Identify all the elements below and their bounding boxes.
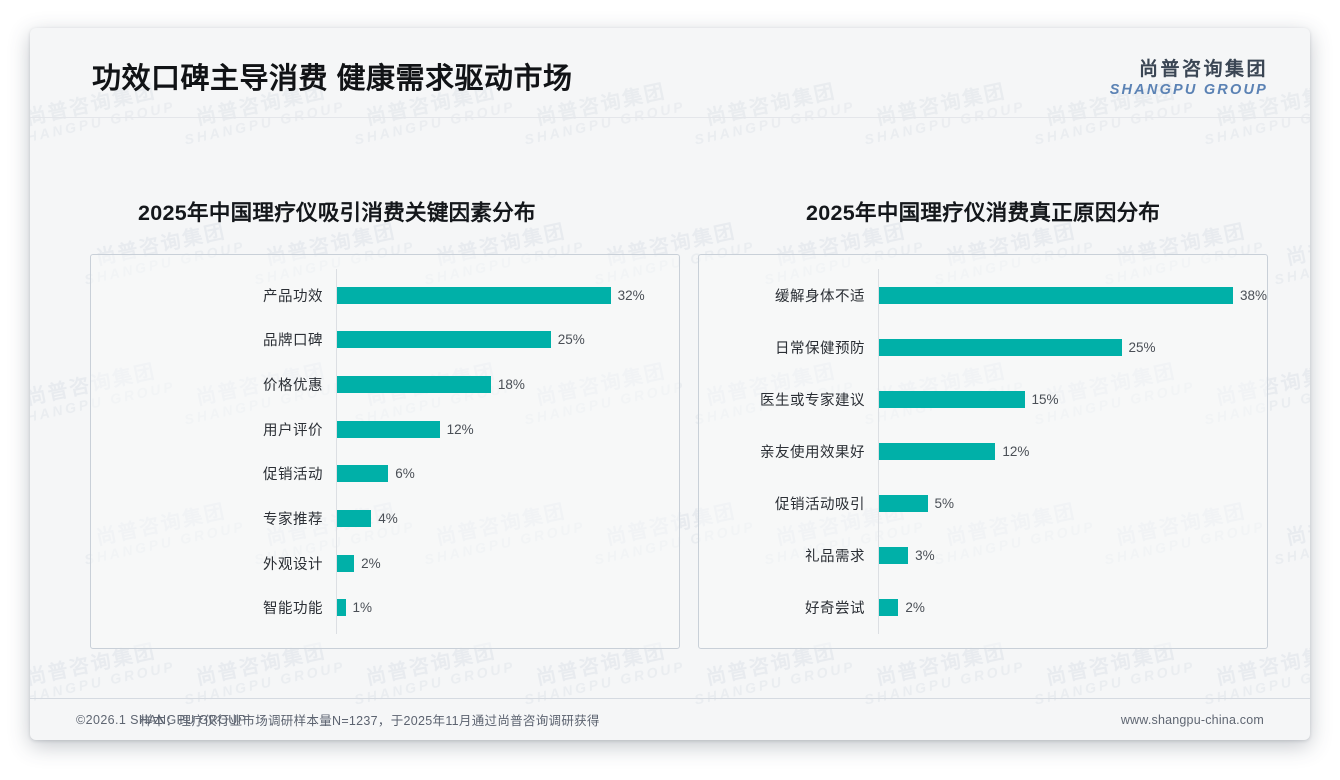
- bar-track: 25%: [878, 335, 1267, 359]
- bar-track: 18%: [336, 372, 679, 396]
- bar-row: 产品功效 32%: [91, 283, 679, 307]
- bar-row: 专家推荐 4%: [91, 507, 679, 531]
- bar: [337, 331, 551, 349]
- chart-axis-left: [336, 269, 337, 634]
- bar-category-label: 专家推荐: [263, 512, 323, 529]
- chart-block-left: 2025年中国理疗仪吸引消费关键因素分布 产品功效 32% 品牌口碑 25% 价格优惠 1…: [90, 118, 680, 649]
- page-title: 功效口碑主导消费 健康需求驱动市场: [92, 63, 573, 95]
- chart-panel-left: 产品功效 32% 品牌口碑 25% 价格优惠 18% 用户评价 12% 促销活动 6% 专家推荐 4%…: [90, 254, 680, 649]
- bar-value-label: 32%: [617, 287, 645, 303]
- bar: [879, 495, 928, 513]
- slide-card: 尚普咨询集团 SHANGPU GROUP 尚普咨询集团 SHANGPU GROUP 尚普…: [30, 28, 1310, 740]
- bar-category-label: 产品功效: [263, 288, 323, 305]
- bar-category-label: 智能功能: [263, 601, 323, 618]
- bar-value-label: 2%: [361, 555, 381, 571]
- bar-value-label: 25%: [1128, 339, 1156, 355]
- bar-row: 外观设计 2%: [91, 551, 679, 575]
- logo-chinese-text: 尚普咨询集团: [1138, 59, 1268, 80]
- bar-value-label: 15%: [1031, 391, 1059, 407]
- bar-value-label: 2%: [905, 600, 925, 616]
- bar-value-label: 12%: [446, 421, 474, 437]
- bar-value-label: 6%: [395, 466, 415, 482]
- sample-footnote: 样本：理疗仪行业市场调研样本量N=1237，于2025年11月通过尚普咨询调研获…: [140, 714, 600, 728]
- logo-english-text: SHANGPU GROUP: [1109, 82, 1268, 98]
- bar-row: 医生或专家建议 15%: [699, 387, 1267, 411]
- bar: [337, 599, 346, 617]
- bar-track: 6%: [336, 462, 679, 486]
- bar-category-label: 品牌口碑: [263, 333, 323, 350]
- bar: [879, 442, 996, 460]
- bar-track: 32%: [336, 283, 679, 307]
- bar-category-label: 促销活动吸引: [775, 497, 865, 514]
- bar: [337, 375, 491, 393]
- bar-track: 12%: [336, 417, 679, 441]
- bar-track: 1%: [336, 596, 679, 620]
- bar-track: 25%: [336, 328, 679, 352]
- bar-value-label: 3%: [915, 548, 935, 564]
- website-link[interactable]: www.shangpu-china.com: [1120, 713, 1264, 727]
- bar-track: 38%: [878, 283, 1267, 307]
- bar-row: 智能功能 1%: [91, 596, 679, 620]
- bar-track: 2%: [336, 551, 679, 575]
- bar: [879, 547, 909, 565]
- bar: [337, 286, 611, 304]
- bar-category-label: 医生或专家建议: [760, 392, 865, 409]
- bar-row: 礼品需求 3%: [699, 544, 1267, 568]
- bar-row: 价格优惠 18%: [91, 372, 679, 396]
- bar-row: 品牌口碑 25%: [91, 328, 679, 352]
- bar-category-label: 好奇尝试: [805, 601, 865, 618]
- bar-row: 促销活动吸引 5%: [699, 492, 1267, 516]
- bar-plot-left: 产品功效 32% 品牌口碑 25% 价格优惠 18% 用户评价 12% 促销活动 6% 专家推荐 4%…: [91, 255, 679, 648]
- bar: [337, 465, 389, 483]
- bar-track: 3%: [878, 544, 1267, 568]
- charts-region: 2025年中国理疗仪吸引消费关键因素分布 产品功效 32% 品牌口碑 25% 价格优惠 1…: [30, 118, 1310, 678]
- copyright-text: ©2026.1 SHANGPU GROUP: [76, 713, 247, 727]
- bar-row: 好奇尝试 2%: [699, 596, 1267, 620]
- bar-category-label: 亲友使用效果好: [760, 444, 865, 461]
- chart-panel-right: 缓解身体不适 38% 日常保健预防 25% 医生或专家建议 15% 亲友使用效果好 12% 促销…: [698, 254, 1268, 649]
- bar: [337, 510, 372, 528]
- bar-row: 用户评价 12%: [91, 417, 679, 441]
- bar: [337, 420, 440, 438]
- bar-category-label: 促销活动: [263, 467, 323, 484]
- chart-axis-right: [878, 269, 879, 634]
- bar-row: 亲友使用效果好 12%: [699, 439, 1267, 463]
- bar-value-label: 5%: [934, 496, 955, 512]
- bar-row: 日常保健预防 25%: [699, 335, 1267, 359]
- bar-track: 5%: [878, 492, 1267, 516]
- bar-value-label: 38%: [1239, 287, 1267, 303]
- bar-track: 2%: [878, 596, 1267, 620]
- bar-plot-right: 缓解身体不适 38% 日常保健预防 25% 医生或专家建议 15% 亲友使用效果好 12% 促销…: [699, 255, 1267, 648]
- bar-value-label: 4%: [378, 511, 398, 527]
- bar-row: 缓解身体不适 38%: [699, 283, 1267, 307]
- slide-header: 功效口碑主导消费 健康需求驱动市场 尚普咨询集团 SHANGPU GROUP: [30, 28, 1310, 118]
- bar-category-label: 缓解身体不适: [775, 288, 865, 305]
- bar-value-label: 25%: [557, 332, 585, 348]
- bar-category-label: 价格优惠: [263, 377, 323, 394]
- bar: [879, 599, 899, 617]
- slide-footer: ©2026.1 SHANGPU GROUP www.shangpu-china.…: [30, 698, 1310, 740]
- brand-logo: 尚普咨询集团 SHANGPU GROUP: [1110, 54, 1268, 98]
- bar-track: 4%: [336, 507, 679, 531]
- bar-category-label: 用户评价: [263, 422, 323, 439]
- bar-category-label: 礼品需求: [805, 549, 865, 566]
- bar: [879, 390, 1025, 408]
- bar: [337, 554, 355, 572]
- bar-value-label: 12%: [1002, 443, 1030, 459]
- bar-track: 15%: [878, 387, 1267, 411]
- chart-title-right: 2025年中国理疗仪消费真正原因分布: [806, 201, 1161, 225]
- bar-category-label: 日常保健预防: [775, 340, 865, 357]
- bar: [879, 286, 1233, 304]
- bar: [879, 338, 1122, 356]
- bar-value-label: 18%: [497, 376, 525, 392]
- bar-value-label: 1%: [352, 600, 373, 616]
- chart-block-right: 2025年中国理疗仪消费真正原因分布 缓解身体不适 38% 日常保健预防 25% 医生或…: [698, 118, 1268, 649]
- bar-category-label: 外观设计: [263, 556, 323, 573]
- bar-row: 促销活动 6%: [91, 462, 679, 486]
- chart-title-left: 2025年中国理疗仪吸引消费关键因素分布: [138, 201, 536, 225]
- bar-track: 12%: [878, 439, 1267, 463]
